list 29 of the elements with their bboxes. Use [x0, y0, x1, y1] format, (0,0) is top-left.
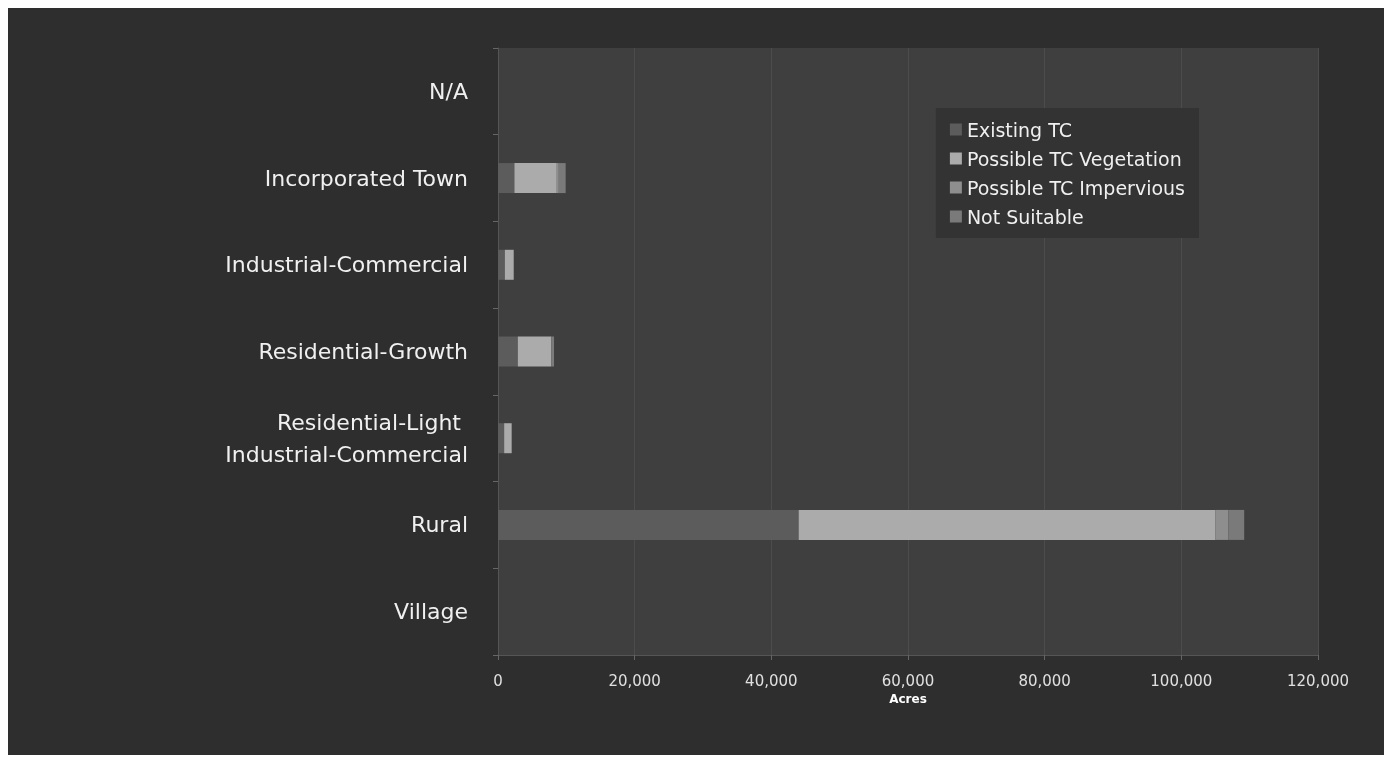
legend-label: Not Suitable: [966, 205, 1084, 228]
legend-label: Possible TC Impervious: [966, 176, 1186, 199]
y-tick-label: Residential-Growth: [258, 339, 468, 364]
x-tick-label: 60,000: [881, 671, 935, 690]
legend-label: Possible TC Vegetation: [966, 147, 1182, 170]
bar: [1228, 509, 1245, 540]
x-tick-label: 40,000: [745, 671, 798, 690]
y-tick-label: N/A: [429, 78, 468, 104]
y-tick-label: Residential-Light Industrial-Commercial: [225, 409, 468, 467]
bar: [551, 336, 555, 367]
x-tick-label: 80,000: [1018, 671, 1071, 690]
x-tick-label: 0: [493, 671, 503, 690]
bar: [517, 336, 552, 367]
bar: [556, 163, 559, 194]
bar: [558, 163, 566, 194]
bar: [504, 249, 514, 280]
x-tick-label: 120,000: [1286, 671, 1350, 690]
bar: [798, 509, 1216, 540]
y-tick-label: Industrial-Commercial: [225, 252, 468, 278]
bar: [514, 163, 557, 194]
y-tick-label: Incorporated Town: [264, 165, 468, 191]
legend-label: Existing TC: [966, 118, 1072, 141]
y-tick-label: Rural: [411, 512, 468, 538]
x-axis-title: Acres: [889, 691, 927, 706]
x-tick-label: 100,000: [1150, 671, 1213, 690]
y-tick-label: Village: [394, 599, 468, 625]
bar: [504, 423, 512, 454]
bar: [1215, 509, 1229, 540]
x-tick-label: 20,000: [608, 671, 661, 690]
